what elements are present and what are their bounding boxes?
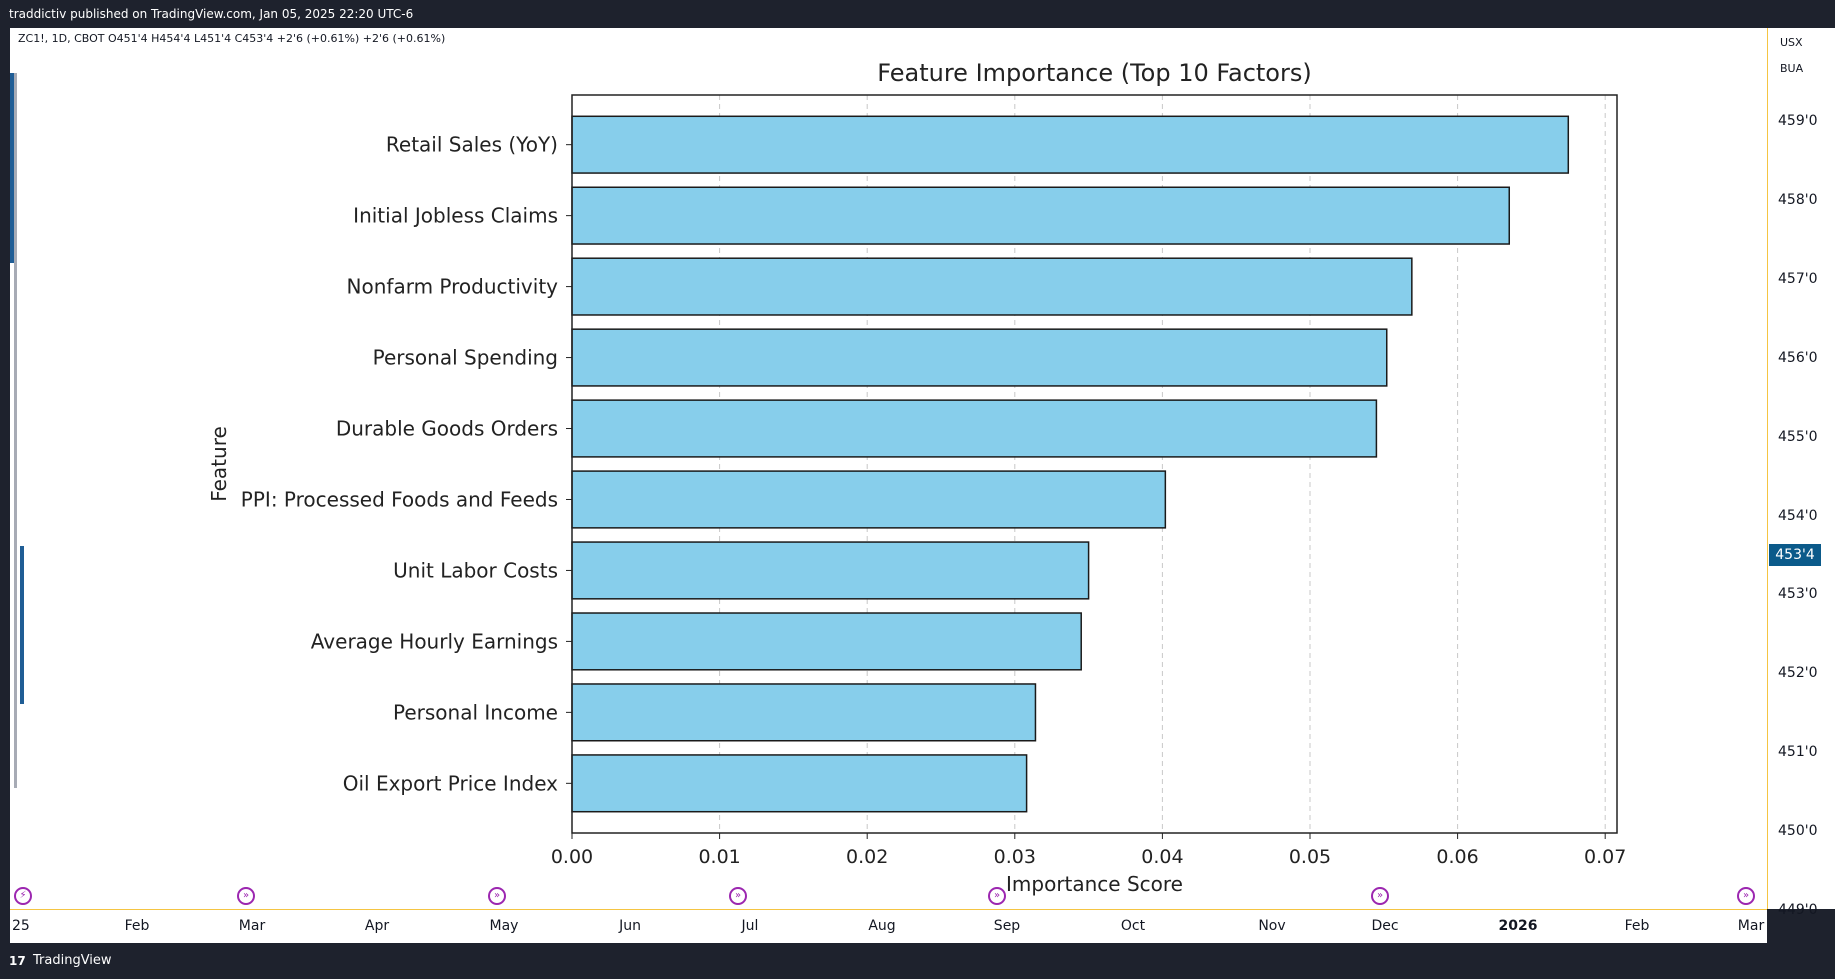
bar (571, 754, 1028, 813)
price-tick-label: 458'0 (1778, 191, 1818, 208)
category-label: Personal Income (393, 700, 558, 724)
x-tick-label: 0.07 (1584, 846, 1626, 868)
price-tick-label: 451'0 (1778, 744, 1818, 761)
price-tick-label: 457'0 (1778, 270, 1818, 287)
x-tick-label: 0.02 (846, 846, 888, 868)
time-tick-label: Mar (1737, 918, 1765, 934)
currency-label[interactable]: USX (1780, 36, 1803, 49)
plot-frame (571, 94, 1618, 834)
symbol-info: ZC1!, 1D, CBOT O451'4 H454'4 L451'4 C453… (18, 32, 446, 45)
time-tick-label: Feb (124, 918, 150, 934)
category-label: PPI: Processed Foods and Feeds (241, 487, 558, 511)
category-label: Initial Jobless Claims (353, 204, 558, 228)
bar (571, 612, 1082, 671)
bar (571, 115, 1570, 174)
category-label: Unit Labor Costs (393, 558, 558, 582)
price-tick-label: 452'0 (1778, 665, 1818, 682)
x-tick-label: 0.00 (551, 846, 593, 868)
publish-info: traddictiv published on TradingView.com,… (9, 7, 414, 21)
time-tick-label: Oct (1120, 918, 1146, 934)
category-label: Personal Spending (373, 346, 558, 370)
price-tick-label: 453'0 (1778, 586, 1818, 603)
time-tick-label: Jul (741, 918, 759, 934)
left-strip-gray (14, 73, 17, 788)
time-tick-label: Dec (1371, 918, 1399, 934)
left-strip-blue (10, 73, 14, 263)
time-tick-label: Sep (993, 918, 1021, 934)
bar (571, 257, 1413, 316)
lightning-icon[interactable]: ⚡ (14, 887, 32, 905)
x-tick-label: 0.03 (994, 846, 1036, 868)
category-label: Oil Export Price Index (343, 771, 558, 795)
y-axis-label: Feature (207, 426, 231, 502)
price-tick-label: 455'0 (1778, 428, 1818, 445)
bar (571, 399, 1378, 458)
bar (571, 541, 1090, 600)
time-tick-label: Nov (1258, 918, 1286, 934)
bar (571, 470, 1167, 529)
time-tick-label: May (489, 918, 519, 934)
bar (571, 186, 1511, 245)
arrow-icon[interactable]: » (729, 887, 747, 905)
left-strip-blue-lower (20, 546, 24, 704)
category-label: Nonfarm Productivity (347, 275, 559, 299)
time-tick-label: 25 (12, 918, 30, 934)
arrow-icon[interactable]: » (1371, 887, 1389, 905)
brand-label[interactable]: TradingView (33, 953, 112, 968)
x-tick-label: 0.04 (1141, 846, 1183, 868)
arrow-icon[interactable]: » (488, 887, 506, 905)
x-axis-label: Importance Score (1006, 872, 1183, 896)
arrow-icon[interactable]: » (237, 887, 255, 905)
unit-label[interactable]: BUA (1780, 62, 1804, 75)
category-label: Retail Sales (YoY) (386, 133, 558, 157)
price-tick-label: 456'0 (1778, 349, 1818, 366)
current-price-badge: 453'4 (1769, 543, 1821, 566)
arrow-icon[interactable]: » (988, 887, 1006, 905)
footer: 17 TradingView (0, 943, 1835, 979)
x-tick-label: 0.01 (698, 846, 740, 868)
time-tick-label: Feb (1624, 918, 1650, 934)
chart-area[interactable]: ZC1!, 1D, CBOT O451'4 H454'4 L451'4 C453… (10, 28, 1767, 909)
price-axis[interactable]: USX BUA 459'0 458'0 457'0 456'0 455'0 454'0 45… (1767, 28, 1835, 918)
publish-header: traddictiv published on TradingView.com,… (0, 0, 1835, 28)
price-tick-label: 450'0 (1778, 823, 1818, 840)
category-label: Average Hourly Earnings (311, 629, 558, 653)
tradingview-logo-icon[interactable]: 17 (9, 954, 26, 968)
feature-importance-plot: Retail Sales (YoY) Initial Jobless Claims… (207, 59, 1626, 896)
time-tick-label: 2026 (1498, 918, 1538, 934)
time-tick-label: Aug (868, 918, 896, 934)
time-tick-label: Apr (364, 918, 390, 934)
arrow-icon[interactable]: » (1737, 887, 1755, 905)
bar (571, 683, 1037, 742)
price-tick-label: 459'0 (1778, 113, 1818, 129)
chart-title: Feature Importance (Top 10 Factors) (877, 59, 1311, 87)
time-axis[interactable]: 25 Feb Mar Apr May Jun Jul Aug Sep Oct Nov Dec 2026 F… (10, 909, 1767, 944)
category-label: Durable Goods Orders (336, 417, 558, 441)
x-tick-label: 0.06 (1436, 846, 1478, 868)
bar (571, 328, 1388, 387)
price-tick-label: 449'0 (1778, 902, 1818, 918)
price-tick-label: 454'0 (1778, 507, 1818, 524)
time-tick-label: Jun (619, 918, 641, 934)
x-tick-label: 0.05 (1289, 846, 1331, 868)
time-tick-label: Mar (238, 918, 266, 934)
